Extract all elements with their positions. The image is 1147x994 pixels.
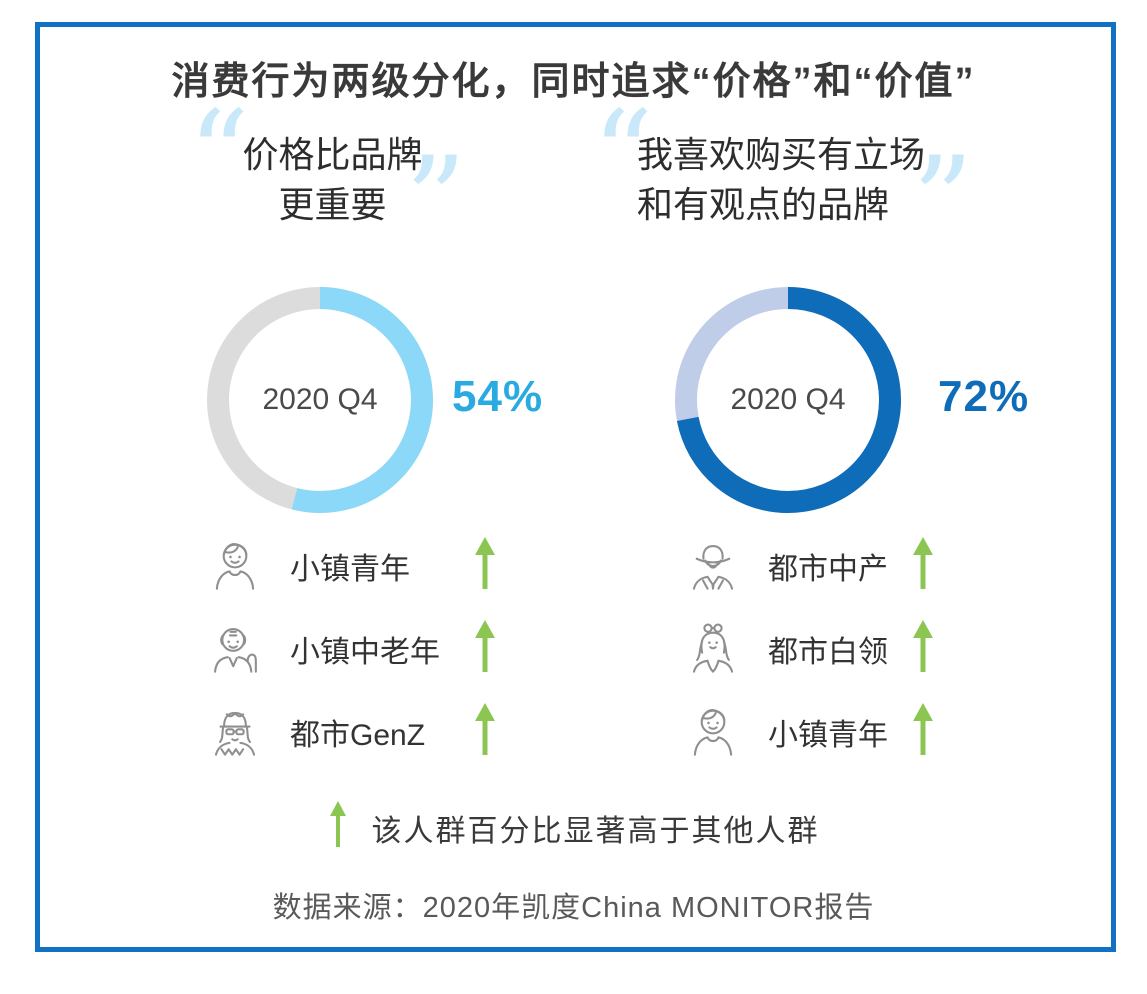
close-quote-icon: ”	[912, 132, 974, 271]
page-title: 消费行为两级分化，同时追求“价格”和“价值”	[171, 61, 976, 103]
close-quote-icon: ”	[405, 132, 467, 271]
up-arrow-icon	[910, 618, 936, 681]
group-label: 都市GenZ	[290, 719, 426, 752]
quote-right: 我喜欢购买有立场 和有观点的品牌	[637, 130, 967, 230]
quote-left-line1: 价格比品牌	[242, 134, 423, 175]
donut-svg	[207, 287, 433, 513]
quote-right-line1: 我喜欢购买有立场	[637, 134, 926, 175]
quote-left-line2: 更重要	[278, 184, 387, 225]
senior-person-icon	[206, 616, 264, 682]
group-label: 小镇青年	[768, 719, 888, 752]
up-arrow-icon	[472, 618, 498, 681]
quote-right-line2: 和有观点的品牌	[637, 184, 890, 225]
group-list-right: 都市中产 都市白领	[684, 531, 936, 767]
percent-value-price: 54%	[452, 372, 544, 421]
group-row: 都市GenZ	[206, 697, 498, 767]
up-arrow-icon	[910, 701, 936, 764]
group-label: 小镇中老年	[290, 636, 440, 669]
up-arrow-icon	[910, 535, 936, 598]
group-label: 都市中产	[768, 553, 888, 586]
group-label: 小镇青年	[290, 553, 410, 586]
donut-chart-values: 2020 Q4	[672, 284, 904, 516]
group-row: 小镇青年	[206, 531, 498, 601]
group-row: 都市中产	[684, 531, 936, 601]
donut-svg	[675, 287, 901, 513]
percent-value-values: 72%	[938, 372, 1030, 421]
quote-left: 价格比品牌 更重要	[225, 130, 440, 230]
group-row: 小镇青年	[684, 697, 936, 767]
group-label: 都市白领	[768, 636, 888, 669]
group-row: 都市白领	[684, 614, 936, 684]
legend-text: 该人群百分比显著高于其他人群	[371, 814, 820, 848]
data-source: 数据来源：2020年凯度China MONITOR报告	[272, 892, 875, 924]
open-quote-icon: “	[188, 86, 250, 225]
up-arrow-icon	[472, 535, 498, 598]
legend: 该人群百分比显著高于其他人群	[0, 800, 1147, 855]
donut-chart-price: 2020 Q4	[204, 284, 436, 516]
up-arrow-icon	[328, 800, 348, 855]
young-person-icon	[684, 699, 742, 765]
young-person-icon	[206, 533, 264, 599]
up-arrow-icon	[472, 701, 498, 764]
donut-center-label: 2020 Q4	[262, 383, 378, 416]
group-list-left: 小镇青年 小镇中老年	[206, 531, 498, 767]
border-frame	[35, 22, 1116, 952]
white-collar-woman-icon	[684, 616, 742, 682]
middle-class-man-icon	[684, 533, 742, 599]
group-row: 小镇中老年	[206, 614, 498, 684]
open-quote-icon: “	[592, 86, 654, 225]
genz-person-icon	[206, 699, 264, 765]
donut-center-label: 2020 Q4	[730, 383, 846, 416]
